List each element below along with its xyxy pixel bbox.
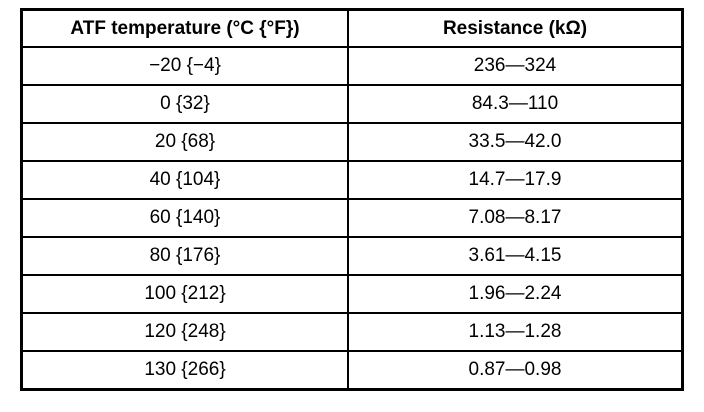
table-cell: 130 {266}: [20, 350, 349, 391]
table-cell: 100 {212}: [20, 274, 349, 314]
table-cell: 84.3—110: [347, 84, 684, 124]
table-cell: 3.61—4.15: [347, 236, 684, 276]
table-cell: 14.7—17.9: [347, 160, 684, 200]
table-cell: 40 {104}: [20, 160, 349, 200]
table-row: 130 {266} 0.87—0.98: [20, 350, 684, 391]
header-cell: ATF temperature (°C {°F}): [20, 8, 349, 48]
table-cell: 20 {68}: [20, 122, 349, 162]
table-cell: −20 {−4}: [20, 46, 349, 86]
header-cell: Resistance (kΩ): [347, 8, 684, 48]
table-cell: 0.87—0.98: [347, 350, 684, 391]
table-head: ATF temperature (°C {°F}) Resistance (kΩ): [20, 8, 684, 48]
table-row: 0 {32} 84.3—110: [20, 84, 684, 124]
table-cell: 120 {248}: [20, 312, 349, 352]
table-row: 80 {176} 3.61—4.15: [20, 236, 684, 276]
table-cell: 80 {176}: [20, 236, 349, 276]
table-cell: 236—324: [347, 46, 684, 86]
header-row: ATF temperature (°C {°F}) Resistance (kΩ): [20, 8, 684, 48]
resistance-table: ATF temperature (°C {°F}) Resistance (kΩ)…: [20, 8, 684, 391]
table-cell: 1.96—2.24: [347, 274, 684, 314]
table-cell: 33.5—42.0: [347, 122, 684, 162]
table-cell: 0 {32}: [20, 84, 349, 124]
table-body: −20 {−4} 236—324 0 {32} 84.3—110 20 {68} 33.5…: [20, 46, 684, 391]
table-row: 120 {248} 1.13—1.28: [20, 312, 684, 352]
table-cell: 1.13—1.28: [347, 312, 684, 352]
table-row: 60 {140} 7.08—8.17: [20, 198, 684, 238]
table-cell: 7.08—8.17: [347, 198, 684, 238]
table-row: 20 {68} 33.5—42.0: [20, 122, 684, 162]
table-row: 100 {212} 1.96—2.24: [20, 274, 684, 314]
table-row: −20 {−4} 236—324: [20, 46, 684, 86]
table-cell: 60 {140}: [20, 198, 349, 238]
table-row: 40 {104} 14.7—17.9: [20, 160, 684, 200]
